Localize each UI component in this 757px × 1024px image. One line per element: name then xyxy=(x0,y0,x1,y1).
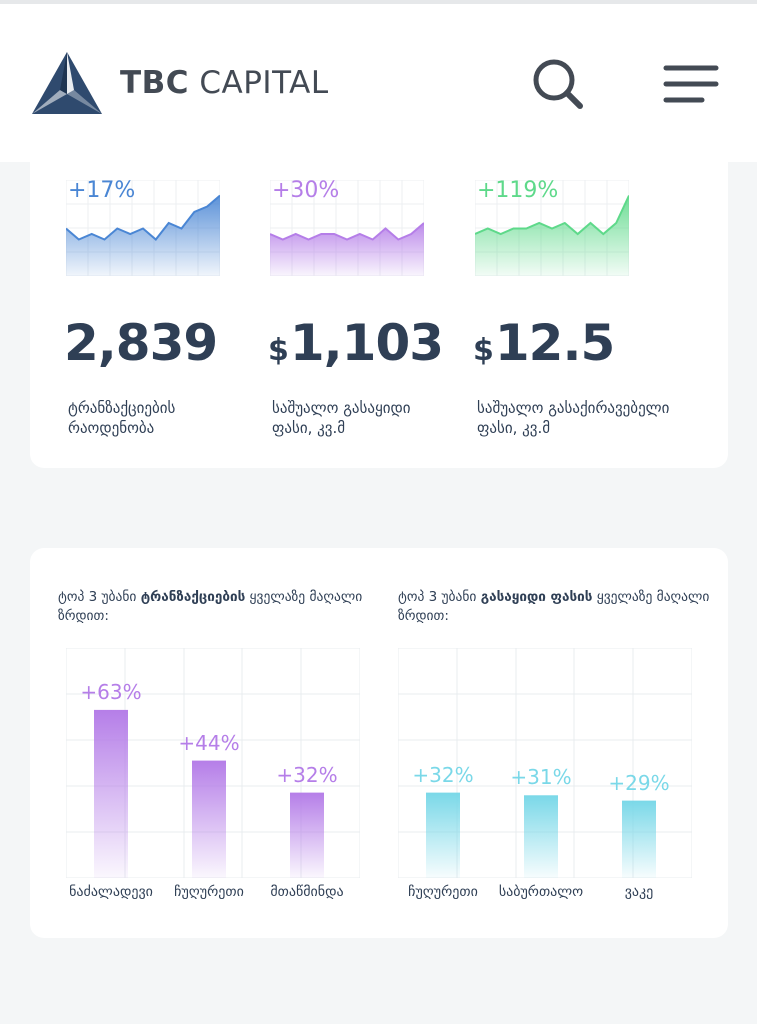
metric-value: $1,103 xyxy=(268,314,444,372)
bar[interactable] xyxy=(622,800,656,878)
search-button[interactable] xyxy=(530,56,586,112)
bar[interactable] xyxy=(192,760,226,878)
metrics-card: +17% 2,839 ტრანზაქციების რაოდენობა +30% $1,10… xyxy=(30,150,728,468)
bar[interactable] xyxy=(94,709,128,878)
bar-value-label: +44% xyxy=(178,730,240,755)
metric-label: საშუალო გასაყიდი ფასი, კვ.მ xyxy=(272,398,512,438)
site-header: TBC CAPITAL xyxy=(0,4,757,162)
metric-label-line: საშუალო გასაქირავებელი xyxy=(477,399,670,417)
metric-value: $12.5 xyxy=(473,314,615,372)
tbc-triangle-logo-icon xyxy=(32,52,102,114)
chart-title: ტოპ 3 უბანი ტრანზაქციების ყველაზე მაღალი… xyxy=(58,588,378,626)
metric-label-line: ტრანზაქციების xyxy=(68,399,176,417)
metric-label-line: რაოდენობა xyxy=(68,419,155,437)
change-percent: +119% xyxy=(477,178,559,203)
search-icon xyxy=(533,59,583,109)
metric-label-line: საშუალო გასაყიდი xyxy=(272,399,411,417)
sparkline-area xyxy=(270,223,424,276)
hamburger-menu-icon xyxy=(663,65,719,103)
brand-name: TBC CAPITAL xyxy=(120,65,329,101)
metric-label: ტრანზაქციების რაოდენობა xyxy=(68,398,308,438)
sparkline-chart xyxy=(270,180,424,276)
chart-title-suffix: ყველაზე მაღალი ზრდით: xyxy=(398,589,710,624)
bar-value-label: +29% xyxy=(608,770,670,795)
sparkline-line xyxy=(66,194,220,241)
sparkline-chart xyxy=(475,180,629,276)
menu-button[interactable] xyxy=(662,62,720,106)
bar-category-label: ნაძალადევი xyxy=(69,884,153,900)
bar-category-label: ვაკე xyxy=(624,884,654,900)
chart-title: ტოპ 3 უბანი გასაყიდი ფასის ყველაზე მაღალ… xyxy=(398,588,718,626)
metric-label-line: ფასი, კვ.მ xyxy=(272,419,346,437)
top-border xyxy=(0,0,757,4)
chart-title-bold: გასაყიდი ფასის xyxy=(480,589,593,605)
bar-value-label: +32% xyxy=(412,762,474,787)
sparkline-line xyxy=(270,222,424,241)
metric-label: საშუალო გასაქირავებელი ფასი, კვ.მ xyxy=(477,398,717,438)
metric-number: 2,839 xyxy=(64,314,218,372)
currency-symbol: $ xyxy=(268,333,289,368)
bar-category-label: ჩუღურეთი xyxy=(174,884,244,900)
bar[interactable] xyxy=(426,792,460,878)
bar-chart xyxy=(66,648,360,878)
metric-label-line: ფასი, კვ.მ xyxy=(477,419,551,437)
sparkline-area xyxy=(66,195,220,276)
metric-number: 1,103 xyxy=(289,314,444,372)
bar[interactable] xyxy=(524,795,558,878)
change-percent: +30% xyxy=(272,178,340,203)
sparkline-line xyxy=(475,195,629,236)
bar-category-label: საბურთალო xyxy=(498,884,584,900)
metric-value: 2,839 xyxy=(64,314,218,372)
bar-value-label: +63% xyxy=(80,679,142,704)
chart-title-prefix: ტოპ 3 უბანი xyxy=(58,589,141,605)
bar-category-label: ჩუღურეთი xyxy=(408,884,478,900)
change-percent: +17% xyxy=(68,178,136,203)
sparkline-chart xyxy=(66,180,220,276)
brand-name-bold: TBC xyxy=(120,65,190,101)
bar-value-label: +32% xyxy=(276,762,338,787)
bar-chart xyxy=(398,648,692,878)
brand-name-light: CAPITAL xyxy=(199,65,329,101)
chart-title-bold: ტრანზაქციების xyxy=(140,589,246,605)
chart-title-prefix: ტოპ 3 უბანი xyxy=(398,589,481,605)
bar-category-label: მთაწმინდა xyxy=(270,884,344,900)
metric-number: 12.5 xyxy=(494,314,615,372)
chart-title-suffix: ყველაზე მაღალი ზრდით: xyxy=(58,589,363,624)
sparkline-area xyxy=(475,195,629,276)
bar[interactable] xyxy=(290,792,324,878)
bar-value-label: +31% xyxy=(510,765,572,790)
brand-logo[interactable]: TBC CAPITAL xyxy=(30,50,329,116)
top-districts-card: ტოპ 3 უბანი ტრანზაქციების ყველაზე მაღალი… xyxy=(30,548,728,938)
currency-symbol: $ xyxy=(473,333,494,368)
